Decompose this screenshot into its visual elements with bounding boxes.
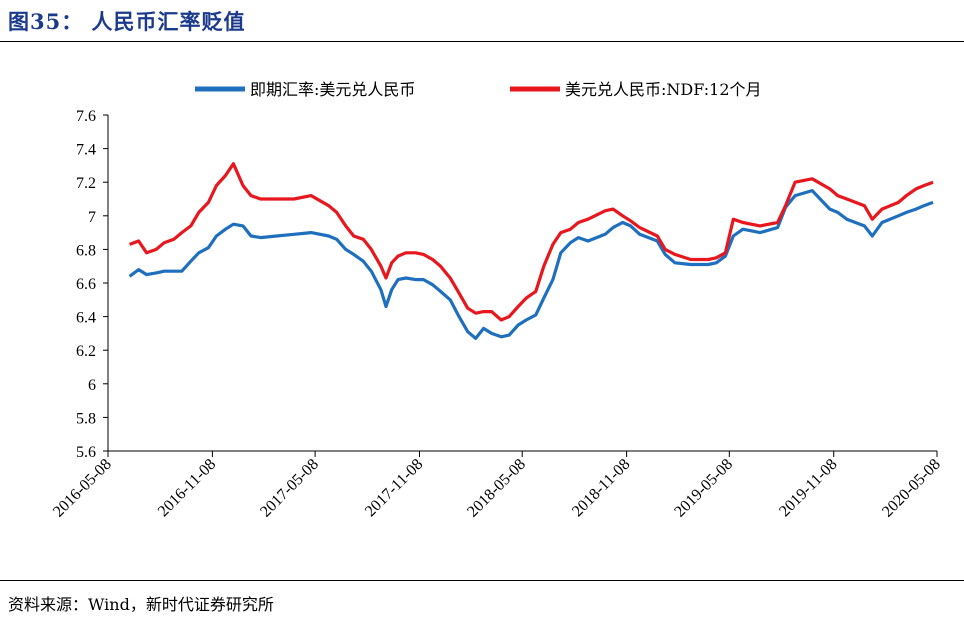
y-tick-label: 7.6: [76, 108, 96, 125]
x-tick-label: 2018-05-08: [464, 456, 529, 521]
plot-area: [128, 162, 934, 340]
x-tick-label: 2017-05-08: [257, 456, 322, 521]
x-tick-label: 2020-05-08: [879, 456, 944, 521]
x-tick-label: 2018-11-08: [569, 456, 633, 520]
series-line-ndf: [129, 162, 934, 322]
bottom-rule: [0, 580, 964, 581]
y-tick-label: 7: [88, 209, 96, 226]
source-note: 资料来源：Wind，新时代证券研究所: [8, 595, 274, 614]
x-tick-label: 2019-05-08: [671, 456, 736, 521]
legend: 即期汇率:美元兑人民币 美元兑人民币:NDF:12个月: [195, 80, 762, 99]
x-tick-label: 2016-11-08: [155, 456, 219, 520]
y-tick-label: 6.8: [76, 242, 96, 259]
y-tick-label: 6.4: [76, 310, 96, 327]
y-tick-label: 5.8: [76, 410, 96, 427]
y-tick-label: 6.6: [76, 276, 96, 293]
y-tick-label: 5.6: [76, 444, 96, 461]
top-rule: [0, 41, 964, 42]
y-tick-label: 6: [88, 377, 96, 394]
x-tick-label: 2016-05-08: [50, 456, 115, 521]
legend-label-ndf: 美元兑人民币:NDF:12个月: [565, 80, 762, 99]
y-tick-label: 7.2: [76, 175, 96, 192]
legend-label-spot: 即期汇率:美元兑人民币: [250, 80, 415, 99]
x-tick-label: 2017-11-08: [362, 456, 426, 520]
line-chart: 即期汇率:美元兑人民币 美元兑人民币:NDF:12个月 7.6 7.4 7.2 7 6.…: [50, 80, 944, 521]
figure-title: 图35： 人民币汇率贬值: [8, 9, 246, 34]
x-tick-label: 2019-11-08: [776, 456, 840, 520]
y-tick-label: 6.2: [76, 343, 96, 360]
series-line-spot: [128, 189, 934, 340]
y-tick-label: 7.4: [76, 142, 96, 159]
